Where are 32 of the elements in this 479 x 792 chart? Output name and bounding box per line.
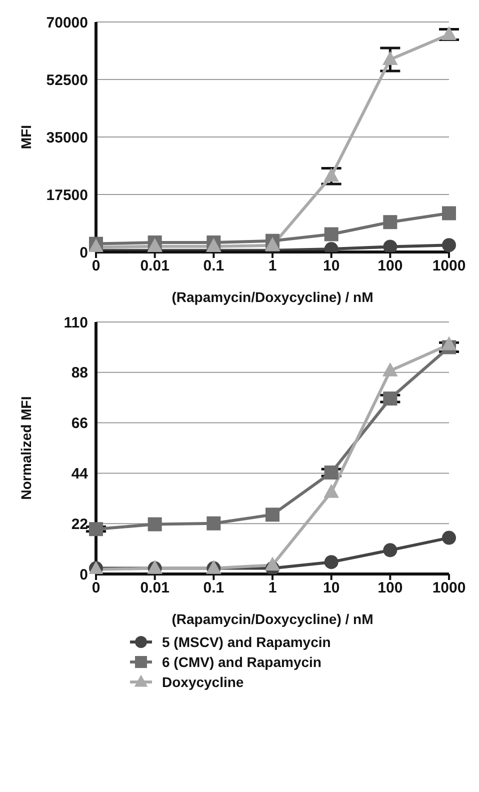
x-tick-label: 1000 xyxy=(432,258,466,275)
x-tick-label: 10 xyxy=(322,258,340,275)
y-tick-label: 0 xyxy=(80,244,88,262)
x-tick-label: 10 xyxy=(322,580,340,597)
x-tick-label: 0.01 xyxy=(140,258,170,275)
y-tick-label: 17500 xyxy=(46,186,88,204)
y-tick-label: 110 xyxy=(64,314,88,332)
x-tick-label: 1 xyxy=(268,580,277,597)
y-tick-label: 0 xyxy=(80,566,88,584)
y-tick-label: 88 xyxy=(71,364,88,382)
x-tick-label: 0.01 xyxy=(140,580,170,597)
y-axis-title: MFI xyxy=(18,124,34,150)
y-tick-label: 35000 xyxy=(46,129,88,146)
x-tick-label: 1000 xyxy=(432,580,466,597)
x-tick-label: 100 xyxy=(378,580,403,597)
x-tick-label: 0.1 xyxy=(203,258,224,275)
legend-label: Doxycycline xyxy=(162,674,244,690)
y-tick-label: 44 xyxy=(71,466,89,483)
x-tick-label: 100 xyxy=(378,258,403,275)
x-tick-label: 0 xyxy=(92,258,100,275)
y-tick-label: 66 xyxy=(71,415,88,432)
legend-label: 5 (MSCV) and Rapamycin xyxy=(162,634,331,650)
y-tick-label: 70000 xyxy=(46,14,88,32)
x-tick-label: 1 xyxy=(268,258,277,275)
y-tick-label: 22 xyxy=(71,516,88,533)
x-tick-label: 0.1 xyxy=(203,580,224,597)
x-tick-label: 0 xyxy=(92,580,100,597)
x-axis-title: (Rapamycin/Doxycycline) / nM xyxy=(172,289,374,305)
y-axis-title: Normalized MFI xyxy=(18,396,34,500)
y-tick-label: 52500 xyxy=(46,72,88,89)
legend-label: 6 (CMV) and Rapamycin xyxy=(162,654,322,670)
x-axis-title: (Rapamycin/Doxycycline) / nM xyxy=(172,611,374,627)
